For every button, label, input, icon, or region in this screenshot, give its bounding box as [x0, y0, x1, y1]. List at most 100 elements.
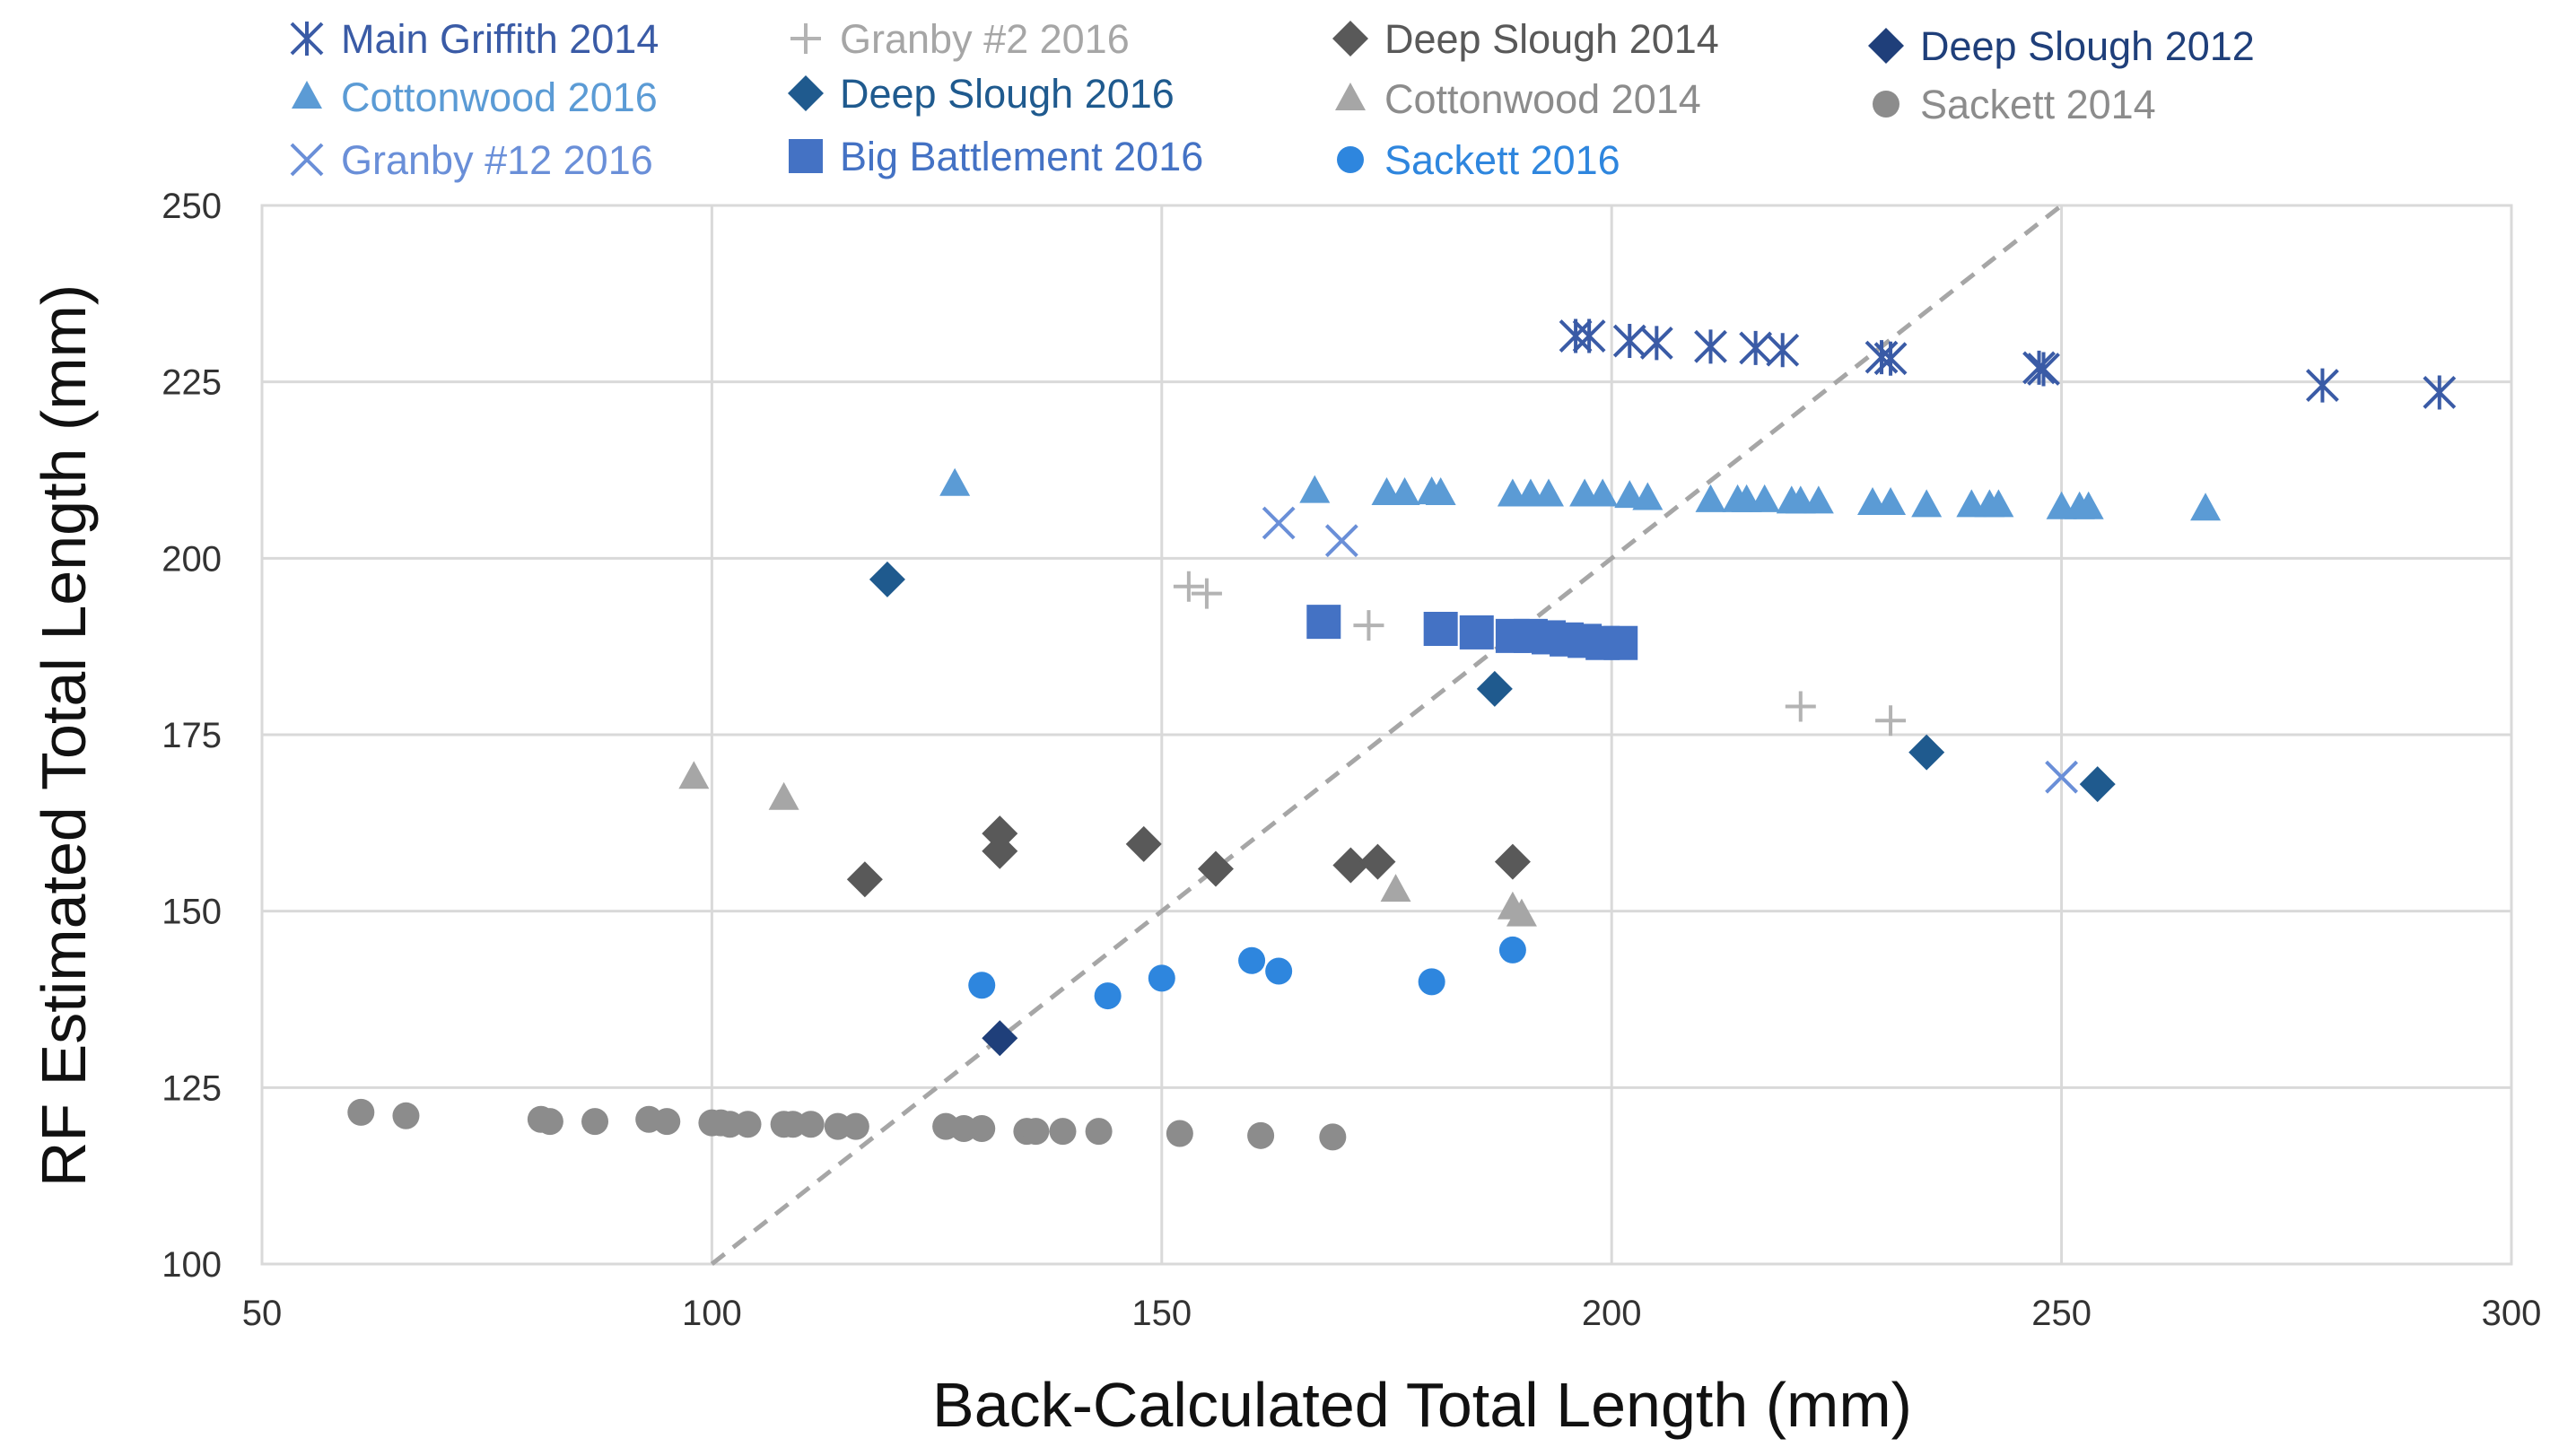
- legend-marker: [789, 139, 823, 173]
- data-point: [1639, 326, 1673, 361]
- series-sackett-2014: [347, 1098, 1347, 1151]
- data-point: [768, 781, 799, 810]
- data-point: [1476, 670, 1513, 707]
- data-point: [842, 1112, 869, 1140]
- series-cottonwood-2014: [678, 761, 1537, 927]
- data-point: [2027, 352, 2060, 387]
- data-point: [1533, 478, 1565, 507]
- data-point: [797, 1111, 825, 1138]
- x-tick-label: 200: [1582, 1294, 1642, 1333]
- y-tick-label: 175: [162, 716, 222, 755]
- data-point: [1911, 489, 1943, 518]
- legend-marker: [1332, 21, 1368, 57]
- y-tick-label: 150: [162, 893, 222, 932]
- data-point: [1603, 625, 1638, 660]
- data-point: [1459, 615, 1494, 650]
- data-point: [1319, 1123, 1347, 1151]
- data-point: [939, 467, 971, 496]
- series-sackett-2016: [968, 936, 1526, 1010]
- y-tick-label: 225: [162, 363, 222, 403]
- data-point: [1173, 571, 1204, 602]
- data-point: [1908, 734, 1945, 771]
- series-main-griffith-2014: [1559, 318, 2457, 410]
- data-point: [1191, 578, 1222, 609]
- series-deep-slough-2014: [846, 815, 1531, 898]
- data-point: [1587, 478, 1619, 507]
- legend-label: Granby #2 2016: [840, 16, 1130, 62]
- legend-marker: [292, 81, 322, 109]
- data-point: [2190, 493, 2222, 521]
- legend-item: Big Battlement 2016: [789, 134, 1203, 179]
- reference-line-group: [710, 204, 2064, 1266]
- data-point: [1247, 1121, 1275, 1149]
- data-point: [347, 1098, 375, 1126]
- x-tick-label: 250: [2031, 1294, 2092, 1333]
- data-point: [982, 1020, 1018, 1057]
- data-point: [678, 761, 710, 789]
- data-point: [1389, 476, 1420, 505]
- data-point: [2045, 760, 2079, 794]
- legend-item: Granby #12 2016: [290, 137, 653, 183]
- data-point: [1739, 330, 1773, 365]
- data-point: [1506, 898, 1537, 927]
- legend-item: Main Griffith 2014: [290, 16, 659, 62]
- data-point: [1614, 480, 1646, 509]
- series-deep-slough-2012: [982, 1020, 1018, 1057]
- data-point: [2079, 766, 2116, 803]
- data-point: [1983, 489, 2014, 518]
- data-point: [846, 861, 883, 898]
- x-tick-label: 150: [1131, 1294, 1192, 1333]
- legend-label: Cottonwood 2016: [341, 74, 658, 120]
- data-point: [1306, 605, 1341, 640]
- data-point: [2022, 350, 2056, 385]
- reference-line: [710, 204, 2064, 1266]
- y-tick-label: 250: [162, 187, 222, 226]
- legend-label: Deep Slough 2016: [840, 71, 1175, 117]
- legend-item: Sackett 2016: [1337, 137, 1620, 183]
- legend-marker: [1868, 28, 1904, 64]
- data-point: [968, 972, 996, 999]
- legend-item: Deep Slough 2014: [1332, 16, 1719, 62]
- legend-label: Deep Slough 2012: [1920, 23, 2255, 69]
- data-point: [1873, 341, 1908, 376]
- data-point: [1265, 957, 1293, 985]
- legend: Main Griffith 2014 Granby #2 2016 Deep Slo…: [290, 16, 2255, 183]
- legend-item: Deep Slough 2016: [788, 71, 1175, 117]
- legend-label: Sackett 2014: [1920, 82, 2156, 127]
- data-point: [1380, 874, 1411, 902]
- legend-marker: [788, 75, 824, 111]
- data-point: [1085, 1118, 1113, 1146]
- tick-labels: 50 100 150 200 250 300 100 125 150 175 200 225 250: [162, 187, 2541, 1333]
- data-point: [1094, 982, 1122, 1010]
- legend-item: Sackett 2014: [1873, 82, 2156, 127]
- y-tick-label: 200: [162, 539, 222, 579]
- legend-label: Sackett 2016: [1384, 137, 1620, 183]
- legend-label: Main Griffith 2014: [341, 16, 659, 62]
- data-point: [1766, 333, 1800, 368]
- legend-marker: [1873, 91, 1899, 118]
- data-point: [1695, 484, 1726, 512]
- y-tick-label: 100: [162, 1245, 222, 1285]
- data-point: [734, 1111, 762, 1138]
- legend-item: Cottonwood 2014: [1335, 76, 1701, 122]
- data-point: [2305, 368, 2339, 403]
- legend-label: Granby #12 2016: [341, 137, 653, 183]
- legend-label: Cottonwood 2014: [1384, 76, 1701, 122]
- data-point: [2073, 491, 2104, 519]
- data-point: [1785, 691, 1816, 722]
- legend-marker: [290, 143, 324, 177]
- data-point: [1324, 524, 1358, 558]
- data-point: [1875, 486, 1907, 515]
- data-point: [581, 1108, 609, 1136]
- data-point: [1332, 847, 1369, 884]
- data-point: [1612, 324, 1646, 359]
- y-tick-label: 125: [162, 1068, 222, 1108]
- data-point: [982, 833, 1018, 869]
- x-tick-label: 300: [2482, 1294, 2542, 1333]
- data-point: [1494, 843, 1531, 880]
- legend-marker: [290, 22, 324, 56]
- legend-label: Deep Slough 2014: [1384, 16, 1719, 62]
- data-point: [2423, 375, 2457, 410]
